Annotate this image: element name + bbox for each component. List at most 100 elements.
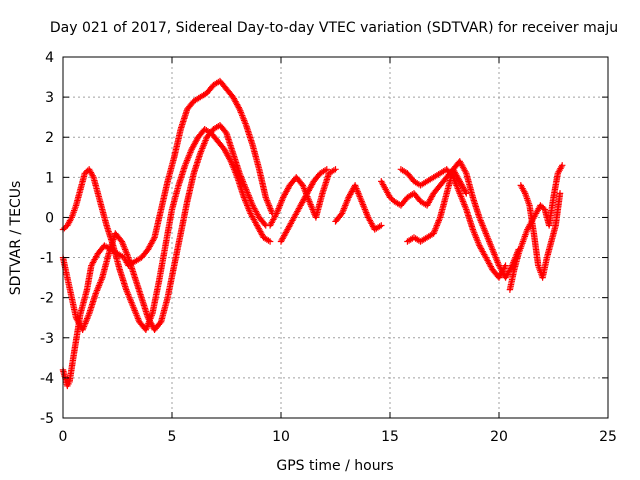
data-point-interp (149, 237, 157, 244)
data-point-interp (519, 240, 526, 247)
data-point-interp (262, 192, 269, 200)
data-point-interp (297, 179, 304, 186)
data-point-interp (556, 191, 564, 199)
data-point-interp (538, 203, 546, 210)
series-track-h (404, 158, 522, 281)
data-point-interp (164, 179, 171, 187)
data-point-interp (199, 128, 206, 136)
x-tick-label: 0 (59, 429, 68, 445)
data-point-interp (72, 312, 79, 320)
data-point-interp (193, 137, 200, 144)
data-point-interp (501, 263, 508, 271)
data-point-interp (83, 288, 90, 295)
data-point-interp (254, 211, 261, 218)
series-track-b (59, 126, 274, 333)
x-tick-label: 20 (490, 429, 508, 445)
data-point-interp (558, 163, 565, 171)
data-point-interp (289, 217, 296, 224)
data-point-interp (85, 312, 92, 319)
data-point-interp (89, 172, 96, 179)
data-point-interp (265, 237, 272, 244)
data-point-interp (122, 284, 129, 292)
data-layer (59, 77, 566, 390)
x-tick-label: 5 (168, 429, 177, 445)
data-point-interp (547, 239, 555, 247)
data-point-interp (336, 212, 344, 220)
y-tick-label: -4 (40, 371, 54, 387)
data-point-interp (148, 312, 155, 319)
x-tick-label: 10 (272, 429, 290, 445)
data-point-interp (131, 272, 138, 280)
data-point-interp (447, 171, 455, 178)
data-point-interp (252, 219, 259, 226)
data-point-interp (554, 171, 561, 179)
data-point-interp (268, 208, 275, 216)
data-point-interp (443, 191, 450, 199)
data-point-interp (295, 205, 303, 212)
data-point-interp (415, 195, 422, 202)
data-point-interp (91, 291, 99, 299)
x-axis-label: GPS time / hours (276, 458, 393, 474)
data-point-interp (462, 168, 469, 176)
data-point-interp (428, 175, 436, 182)
data-point-interp (260, 219, 267, 226)
data-point-interp (190, 171, 197, 179)
data-point-interp (461, 167, 468, 174)
data-point-interp (168, 207, 175, 215)
data-point-interp (330, 167, 338, 174)
data-point-interp (534, 260, 542, 268)
data-point-interp (105, 251, 112, 259)
data-point-interp (543, 256, 550, 263)
data-point-interp (369, 223, 377, 230)
data-point-interp (435, 171, 442, 178)
data-point-interp (422, 179, 429, 186)
data-point-interp (500, 265, 508, 272)
data-point-interp (87, 263, 95, 271)
data-point-interp (469, 224, 476, 232)
series-track-g (378, 166, 470, 209)
data-point-interp (174, 183, 182, 191)
data-point-interp (454, 175, 462, 182)
data-point-interp (246, 208, 254, 216)
data-point-interp (170, 155, 177, 163)
y-tick-label: 1 (45, 170, 54, 186)
data-point-interp (177, 231, 184, 239)
data-point-interp (144, 312, 151, 320)
data-point-interp (376, 223, 383, 230)
data-point-interp (321, 167, 329, 174)
y-tick-label: -2 (40, 291, 54, 307)
data-point-interp (116, 264, 123, 272)
data-point-interp (128, 300, 136, 308)
data-point-interp (282, 229, 290, 236)
data-point-interp (525, 200, 533, 207)
data-point-interp (436, 215, 443, 223)
data-point-interp (183, 199, 191, 207)
data-point-interp (63, 272, 71, 280)
data-point-interp (229, 148, 236, 155)
data-point-interp (488, 244, 496, 252)
data-point-interp (381, 184, 388, 191)
data-point-interp (164, 296, 171, 303)
data-point-interp (65, 380, 72, 388)
data-point-interp (234, 102, 242, 110)
data-point-interp (248, 200, 256, 208)
data-point-interp (302, 193, 309, 200)
data-point-interp (187, 147, 195, 155)
data-point-interp (364, 212, 371, 220)
data-point-interp (318, 191, 326, 199)
data-point-interp (242, 184, 249, 191)
data-point-interp (221, 127, 228, 134)
y-tick-label: -1 (40, 251, 54, 267)
data-point-interp (441, 176, 448, 184)
y-tick-label: -5 (40, 411, 54, 427)
data-point-interp (98, 276, 105, 283)
data-point-interp (308, 181, 316, 188)
series-track-k (517, 182, 564, 281)
data-point-interp (462, 188, 469, 196)
data-point-interp (402, 196, 409, 204)
data-point-interp (218, 143, 226, 150)
data-point-interp (428, 193, 436, 200)
data-point-interp (93, 253, 100, 260)
